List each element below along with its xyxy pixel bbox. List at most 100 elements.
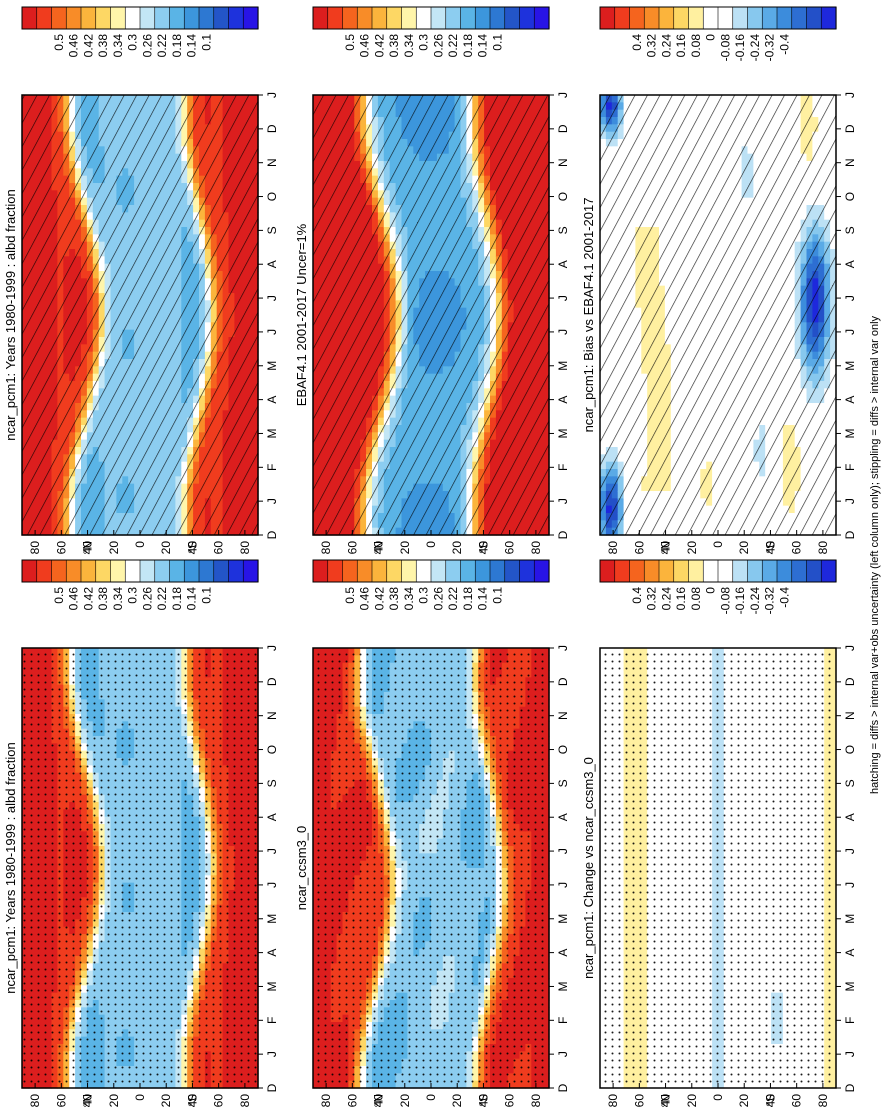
month-tick-label: F xyxy=(265,1017,279,1024)
colorbar-swatch xyxy=(51,6,67,30)
stippling-overlay xyxy=(22,648,258,1088)
colorbar-label: 0.38 xyxy=(96,587,110,611)
colorbar-swatch xyxy=(139,6,156,30)
lat-tick-label: 20 xyxy=(159,541,173,555)
hemisphere-label: °N xyxy=(81,1094,95,1107)
colorbar-label: 0.34 xyxy=(111,34,125,58)
colorbar-label: 0.14 xyxy=(185,587,199,611)
lat-tick-label: 80 xyxy=(238,1094,252,1107)
colorbar-label: 0.26 xyxy=(140,587,154,611)
month-tick-label: J xyxy=(265,329,279,335)
colorbar-swatch xyxy=(169,559,185,583)
month-tick-label: S xyxy=(265,779,279,787)
lat-tick-label: 60 xyxy=(54,1094,68,1107)
colorbar-label: 0.14 xyxy=(185,34,199,58)
month-tick-label: D xyxy=(265,124,279,133)
colorbar-label: 0.22 xyxy=(155,587,169,611)
colorbar-swatch xyxy=(65,559,82,583)
colorbar-swatch xyxy=(110,559,126,583)
colorbar-swatch xyxy=(228,6,244,30)
month-tick-label: M xyxy=(265,981,279,991)
colorbar-swatch xyxy=(242,559,259,583)
month-tick-label: D xyxy=(265,677,279,686)
colorbar-label: 0.42 xyxy=(81,34,95,58)
colorbar-swatch xyxy=(183,6,200,30)
colorbar-label: 0.22 xyxy=(155,34,169,58)
colorbar-label: 0.38 xyxy=(96,34,110,58)
colorbar-swatch xyxy=(154,559,171,583)
hatching-overlay xyxy=(22,95,258,535)
colorbar-swatch xyxy=(124,6,141,30)
colorbar-p2: 0.5 0.46 0.42 0.38 0.34 0.3 0.26 0.22 0.18 0.14 0.… xyxy=(21,559,259,611)
lat-tick-label: 80 xyxy=(28,541,42,555)
month-tick-label: D xyxy=(265,530,279,539)
colorbar-label: 0.3 xyxy=(126,34,140,51)
lat-tick-label: 40 xyxy=(185,541,199,555)
month-tick-label: J xyxy=(265,295,279,301)
lat-tick-label: 0 xyxy=(133,541,147,548)
lat-tick-label: 80 xyxy=(28,1094,42,1107)
panel-p1: ncar_pcm1: Years 1980-1999 : albd fracti… xyxy=(3,6,279,555)
month-tick-label: J xyxy=(265,645,279,651)
month-tick-label: J xyxy=(265,498,279,504)
colorbar-p1: 0.5 0.46 0.42 0.38 0.34 0.3 0.26 0.22 0.18 0.14 0.… xyxy=(21,6,259,58)
colorbar-label: 0.42 xyxy=(81,587,95,611)
lat-tick-label: 0 xyxy=(133,1094,147,1101)
month-tick-label: D xyxy=(265,1083,279,1092)
month-tick-label: A xyxy=(265,260,279,268)
colorbar-label: 0.18 xyxy=(170,34,184,58)
colorbar-swatch xyxy=(21,6,38,30)
colorbar-swatch xyxy=(213,6,230,30)
colorbar-label: 0.5 xyxy=(52,587,66,604)
colorbar-label: 0.3 xyxy=(126,587,140,604)
month-tick-label: A xyxy=(265,949,279,957)
colorbar-swatch xyxy=(198,559,215,583)
panel-title: ncar_pcm1: Years 1980-1999 : albd fracti… xyxy=(3,189,18,441)
panel-title: ncar_pcm1: Years 1980-1999 : albd fracti… xyxy=(3,742,18,994)
month-tick-label: O xyxy=(265,745,279,754)
colorbar-label: 0.18 xyxy=(170,587,184,611)
month-tick-label: J xyxy=(265,92,279,98)
colorbar-label: 0.26 xyxy=(140,34,154,58)
lat-tick-label: 60 xyxy=(212,1094,226,1107)
month-tick-label: F xyxy=(265,464,279,471)
month-tick-label: N xyxy=(265,158,279,167)
colorbar-label: 0.46 xyxy=(67,587,81,611)
hemisphere-label: °N xyxy=(81,541,95,554)
colorbar-label: 0.46 xyxy=(67,34,81,58)
colorbar-swatch xyxy=(51,559,67,583)
month-tick-label: M xyxy=(265,361,279,371)
colorbar-swatch xyxy=(95,559,112,583)
colorbar-swatch xyxy=(21,559,38,583)
lat-tick-label: 80 xyxy=(238,541,252,555)
colorbar-swatch xyxy=(80,559,97,583)
colorbar-swatch xyxy=(95,6,112,30)
colorbar-swatch xyxy=(169,6,185,30)
month-tick-label: M xyxy=(265,428,279,438)
month-tick-label: M xyxy=(265,914,279,924)
colorbar-label: 0.1 xyxy=(199,587,213,604)
colorbar-frame xyxy=(21,6,259,30)
lat-tick-label: 20 xyxy=(107,541,121,555)
month-tick-label: S xyxy=(265,226,279,234)
lat-tick-label: 20 xyxy=(107,1094,121,1107)
colorbar-swatch xyxy=(183,559,200,583)
month-tick-label: J xyxy=(265,1051,279,1057)
month-tick-label: A xyxy=(265,396,279,404)
lat-tick-label: 60 xyxy=(212,541,226,555)
colorbar-label: 0.1 xyxy=(199,34,213,51)
lat-tick-label: 60 xyxy=(54,541,68,555)
colorbar-swatch xyxy=(36,559,53,583)
lat-tick-label: 20 xyxy=(159,1094,173,1107)
colorbar-label: 0.5 xyxy=(52,34,66,51)
hemisphere-label: °S xyxy=(185,1094,199,1107)
colorbar-swatch xyxy=(154,6,171,30)
colorbar-swatch xyxy=(139,559,156,583)
month-tick-label: N xyxy=(265,711,279,720)
month-tick-label: O xyxy=(265,192,279,201)
colorbar-swatch xyxy=(198,6,215,30)
colorbar-swatch xyxy=(36,6,53,30)
hemisphere-label: °S xyxy=(185,541,199,554)
colorbar-swatch xyxy=(124,559,141,583)
